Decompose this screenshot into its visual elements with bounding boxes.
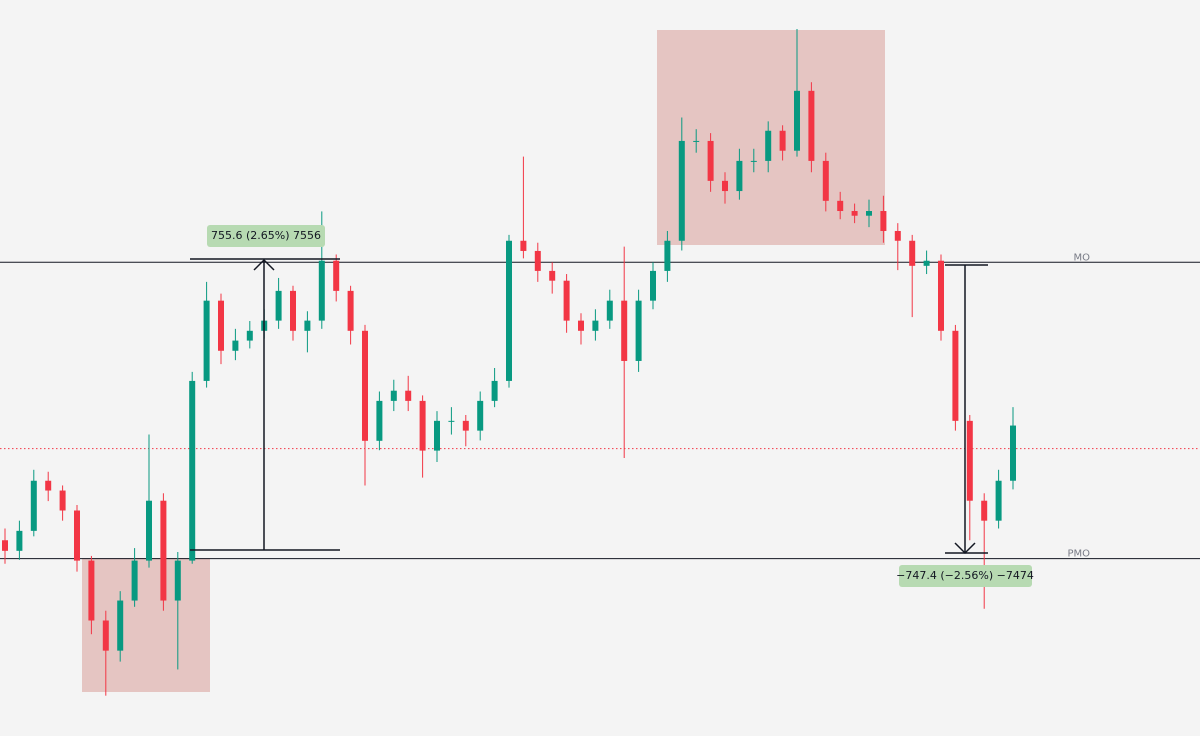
candle-body [390,390,397,401]
measure-up [190,258,340,551]
candle-body [822,160,829,201]
level-label: MO [1074,252,1091,263]
candle-body [232,340,239,351]
candle-body [650,270,656,301]
candle-body [506,240,512,381]
candle-body [578,320,584,331]
candle-body [707,140,714,181]
candle-body [448,420,455,422]
candle-body [74,510,80,561]
candle-body [923,260,930,266]
measure-label-bg [899,565,1032,587]
candle-body [347,290,354,331]
candle-body [462,420,469,431]
candle-body [16,530,23,551]
candle-body [894,230,901,241]
level-label: PMO [1067,549,1090,560]
candle-body [693,140,700,142]
candle-body [419,400,426,451]
measure-down [945,264,988,555]
candle-body [750,160,757,162]
candle-body [131,560,138,601]
candle-body [102,620,109,651]
candle-body [880,211,887,231]
candle-body [621,300,628,361]
candle-body [333,260,340,291]
candle-body [837,200,844,212]
candle-body [808,90,815,161]
candle-body [534,250,541,271]
candle-body [592,320,599,331]
candle-body [477,400,484,431]
candle-body [909,240,916,266]
candle-body [606,300,613,321]
candle-body [146,500,152,561]
candle-body [866,211,872,216]
candle-body [664,240,671,271]
candle-body [246,330,253,341]
arrow-head [253,258,275,271]
candle-body [549,270,556,281]
candle-body [995,480,1002,521]
candle-body [2,540,8,551]
candle-body [304,320,311,331]
candle-body [30,480,37,531]
candle-body [160,500,167,601]
candle-body [174,560,181,601]
candle-body [434,420,440,451]
candle-body [376,400,383,441]
measure-label: −747.4 (−2.56%) −7474 [896,569,1034,582]
candle-body [275,290,282,321]
measure-label-bg [207,225,325,247]
candle-body [491,380,498,401]
candle-body [938,260,944,331]
candle-body [851,211,858,216]
candle-body [952,330,959,421]
candle-body [966,420,973,501]
candle-body [635,300,642,361]
measure-label: 755.6 (2.65%) 7556 [211,229,321,242]
candle-body [981,500,988,521]
candle-body [59,490,66,511]
candle-body [765,130,772,161]
candle-body [362,330,368,441]
candles [2,28,1016,696]
candle-body [189,380,196,561]
arrow-head [954,542,976,555]
candle-body [563,280,570,321]
candle-body [779,130,786,151]
candle-body [290,290,296,331]
candle-body [203,300,210,381]
candle-body [45,480,52,491]
candle-body [405,390,412,401]
candle-body [520,240,527,251]
candle-body [318,260,325,321]
candle-body [88,560,95,621]
candle-body [678,140,685,241]
candle-body [117,600,124,651]
candle-body [722,180,728,192]
candle-body [218,300,224,351]
candle-body [794,90,800,151]
candle-body [1010,425,1016,481]
zone-box [82,558,210,692]
candle-body [736,160,743,192]
levels: MO PMO [0,252,1200,560]
